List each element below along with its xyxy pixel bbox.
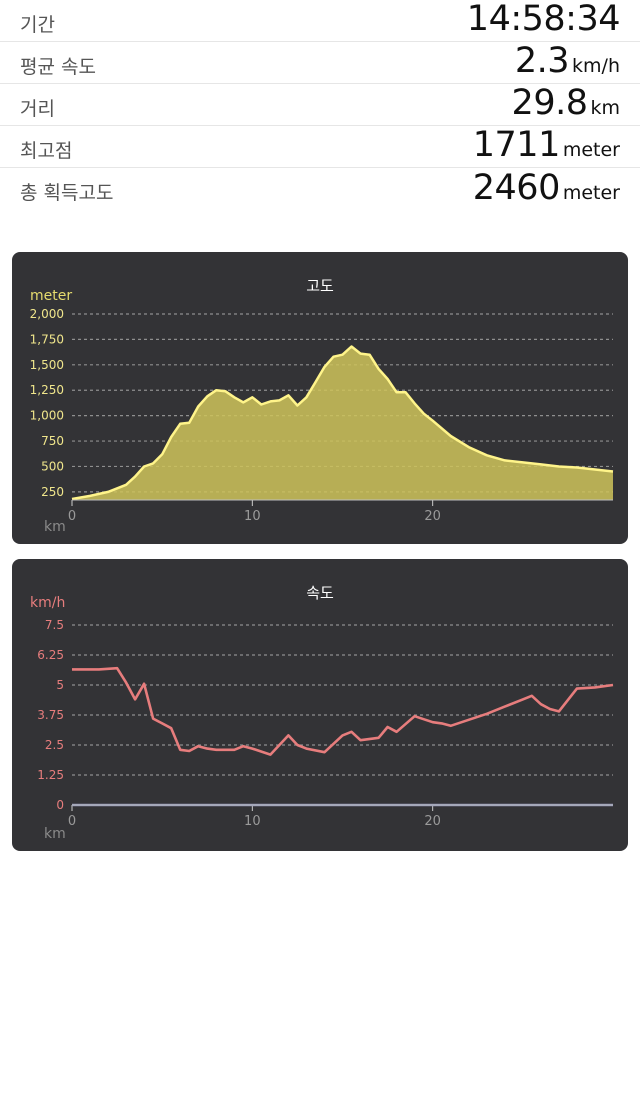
stat-label-duration: 기간	[20, 14, 55, 36]
elevation-area	[72, 346, 613, 500]
stat-row-distance: 거리 29.8 km	[0, 83, 640, 126]
speed-chart-panel: 속도 km/h km 7.5 6.25 5 3.75 2.5 1.25 0 0 10 20	[12, 559, 628, 851]
y-tick-label: 3.75	[37, 708, 64, 722]
y-tick-label: 500	[41, 459, 64, 473]
summary-stats: 기간 14:58:34 평균 속도 2.3 km/h 거리 29.8 km 최고…	[0, 0, 640, 210]
stat-value-total-ascent: 2460 meter	[473, 168, 620, 208]
y-tick-label: 0	[56, 798, 64, 812]
stat-row-average-speed: 평균 속도 2.3 km/h	[0, 41, 640, 84]
y-tick-label: 6.25	[37, 648, 64, 662]
y-tick-label: 750	[41, 434, 64, 448]
stat-unit-highest-point: meter	[562, 139, 620, 161]
y-axis-unit: meter	[30, 288, 72, 304]
x-tick-label: 20	[424, 814, 441, 829]
x-tick-label: 10	[244, 814, 261, 829]
x-axis-unit: km	[44, 519, 66, 535]
x-tick-label: 0	[68, 814, 76, 829]
stat-unit-total-ascent: meter	[562, 182, 620, 204]
y-tick-label: 5	[56, 678, 64, 692]
y-tick-label: 2,000	[30, 307, 64, 321]
y-tick-label: 1,750	[30, 332, 64, 346]
y-tick-label: 1,250	[30, 383, 64, 397]
x-tick-label: 20	[424, 509, 441, 524]
chart-title: 속도	[306, 584, 334, 602]
y-tick-label: 1,000	[30, 409, 64, 423]
chart-title: 고도	[306, 277, 334, 295]
stat-number-highest-point: 1711	[472, 125, 561, 165]
y-tick-label: 7.5	[45, 618, 64, 632]
stat-row-duration: 기간 14:58:34	[0, 0, 640, 42]
stat-number-total-ascent: 2460	[472, 168, 561, 208]
y-tick-label: 1.25	[37, 768, 64, 782]
elevation-chart: 고도 meter km 2,000 1,750 1,500 1,250 1,000 750 500…	[30, 277, 614, 535]
stat-label-highest-point: 최고점	[20, 140, 73, 162]
elevation-line	[71, 345, 614, 501]
y-axis-unit: km/h	[30, 595, 65, 611]
y-tick-label: 2.5	[45, 738, 64, 752]
x-tick-label: 0	[68, 509, 76, 524]
stat-value-duration: 14:58:34	[466, 0, 621, 39]
stat-number-distance: 29.8	[511, 83, 588, 123]
stat-row-total-ascent: 총 획득고도 2460 meter	[0, 168, 640, 210]
x-axis-unit: km	[44, 826, 66, 842]
stat-value-average-speed: 2.3 km/h	[515, 41, 620, 81]
x-tick-label: 10	[244, 509, 261, 524]
stat-label-total-ascent: 총 획득고도	[20, 182, 114, 204]
stat-label-average-speed: 평균 속도	[20, 56, 96, 78]
stat-number-duration: 14:58:34	[466, 0, 621, 39]
elevation-chart-panel: 고도 meter km 2,000 1,750 1,500 1,250 1,000 750 500…	[12, 252, 628, 544]
y-tick-label: 1,500	[30, 358, 64, 372]
stat-number-average-speed: 2.3	[514, 41, 570, 81]
speed-line	[72, 666, 614, 756]
y-tick-label: 250	[41, 485, 64, 499]
stat-label-distance: 거리	[20, 98, 55, 120]
stat-value-distance: 29.8 km	[512, 83, 620, 123]
stat-value-highest-point: 1711 meter	[473, 125, 620, 165]
stat-unit-average-speed: km/h	[572, 55, 620, 77]
stat-row-highest-point: 최고점 1711 meter	[0, 125, 640, 168]
stat-unit-distance: km	[590, 97, 620, 119]
speed-chart: 속도 km/h km 7.5 6.25 5 3.75 2.5 1.25 00 10 20	[30, 584, 614, 842]
